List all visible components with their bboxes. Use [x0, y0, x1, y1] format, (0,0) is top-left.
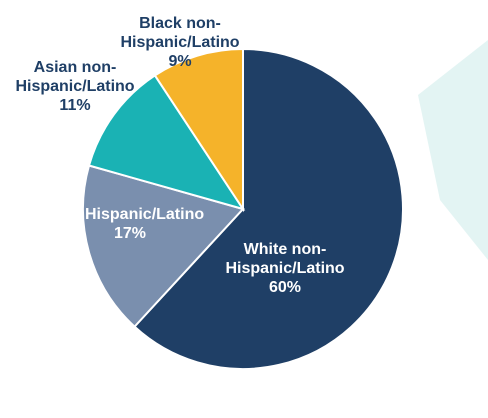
decoration — [418, 40, 488, 260]
slice-label: Hispanic/Latino 17% — [85, 205, 205, 243]
slice-label: White non-Hispanic/Latino 60% — [205, 240, 365, 297]
pie-slice — [82, 164, 245, 329]
slice-label: Black non-Hispanic/Latino 9% — [90, 14, 270, 71]
value-label: 17% — [113, 225, 147, 242]
pie-slice — [133, 47, 404, 370]
pie-slice — [153, 47, 244, 213]
pie-slice — [87, 74, 246, 211]
value-label: 60% — [268, 279, 302, 296]
slice-label: Asian non-Hispanic/Latino 11% — [15, 58, 135, 115]
category-label: White non-Hispanic/Latino — [225, 241, 345, 277]
value-label: 11% — [59, 97, 91, 114]
value-label: 9% — [168, 53, 192, 70]
category-label: Black non-Hispanic/Latino — [120, 15, 240, 51]
category-label: Hispanic/Latino — [85, 206, 205, 223]
category-label: Asian non-Hispanic/Latino — [15, 59, 135, 95]
